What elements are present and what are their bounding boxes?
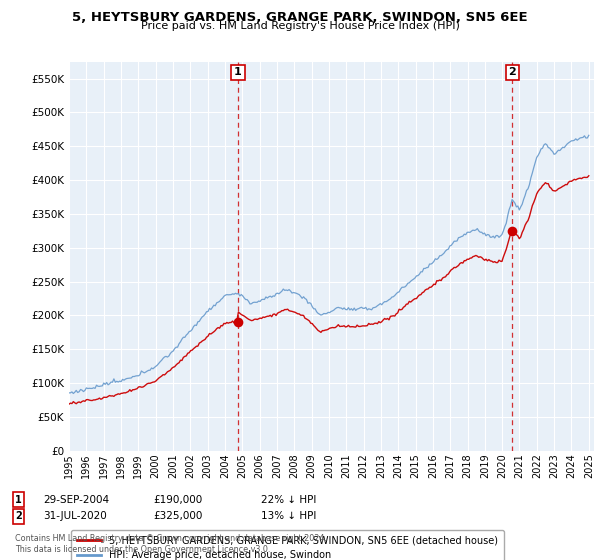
Text: 2: 2 xyxy=(15,511,22,521)
Text: £190,000: £190,000 xyxy=(153,494,202,505)
Text: 22% ↓ HPI: 22% ↓ HPI xyxy=(261,494,316,505)
Text: 13% ↓ HPI: 13% ↓ HPI xyxy=(261,511,316,521)
Text: 5, HEYTSBURY GARDENS, GRANGE PARK, SWINDON, SN5 6EE: 5, HEYTSBURY GARDENS, GRANGE PARK, SWIND… xyxy=(72,11,528,24)
Legend: 5, HEYTSBURY GARDENS, GRANGE PARK, SWINDON, SN5 6EE (detached house), HPI: Avera: 5, HEYTSBURY GARDENS, GRANGE PARK, SWIND… xyxy=(71,530,504,560)
Text: 29-SEP-2004: 29-SEP-2004 xyxy=(43,494,109,505)
Text: £325,000: £325,000 xyxy=(153,511,202,521)
Text: 31-JUL-2020: 31-JUL-2020 xyxy=(43,511,107,521)
Text: Contains HM Land Registry data © Crown copyright and database right 2024.
This d: Contains HM Land Registry data © Crown c… xyxy=(15,534,327,554)
Text: 1: 1 xyxy=(15,494,22,505)
Text: 1: 1 xyxy=(234,67,242,77)
Text: 2: 2 xyxy=(508,67,516,77)
Text: Price paid vs. HM Land Registry's House Price Index (HPI): Price paid vs. HM Land Registry's House … xyxy=(140,21,460,31)
